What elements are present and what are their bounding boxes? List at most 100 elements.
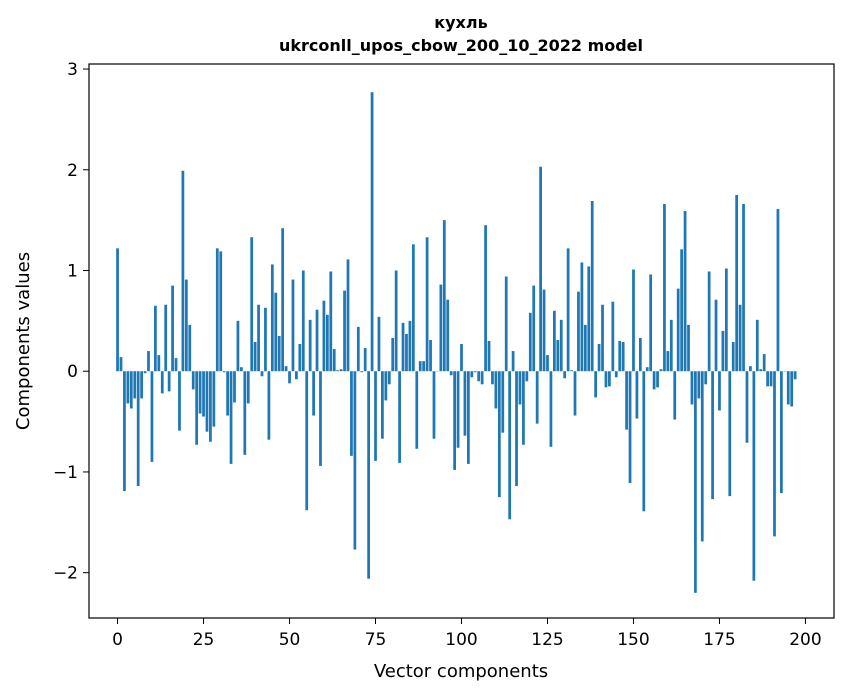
bar <box>663 204 666 372</box>
bar <box>666 351 670 372</box>
bar <box>356 326 360 372</box>
bar <box>319 371 322 466</box>
bar <box>147 351 150 372</box>
bar <box>522 371 525 445</box>
bar <box>776 209 780 372</box>
bar <box>270 264 274 372</box>
bar <box>742 204 745 372</box>
bar <box>384 371 388 401</box>
bar <box>429 339 432 372</box>
x-tick-label: 125 <box>531 630 563 650</box>
bar <box>267 371 271 440</box>
bar <box>456 371 460 448</box>
bar <box>473 371 477 373</box>
bar <box>769 371 773 387</box>
bar <box>587 266 591 372</box>
bar <box>563 371 567 379</box>
bar <box>652 371 656 390</box>
bar <box>387 371 391 385</box>
bar <box>343 290 346 372</box>
bar <box>676 288 680 372</box>
bar <box>215 248 219 372</box>
bar <box>308 319 312 372</box>
bar <box>766 371 769 387</box>
bar <box>229 371 233 464</box>
bar <box>749 366 752 372</box>
bar <box>642 371 646 512</box>
bar <box>157 355 161 372</box>
bar <box>284 366 288 372</box>
bar <box>257 304 260 372</box>
bar <box>755 319 759 372</box>
x-tick-label: 100 <box>445 630 477 650</box>
y-tick-label: 1 <box>67 261 78 281</box>
bar <box>219 251 223 372</box>
bar <box>250 237 254 372</box>
x-tick-label: 150 <box>617 630 649 650</box>
bar <box>339 369 343 372</box>
bar <box>659 369 663 372</box>
bar <box>687 324 690 372</box>
plot-frame <box>88 63 835 619</box>
y-tick-label: −2 <box>53 564 78 584</box>
bar <box>350 371 353 456</box>
bar <box>222 371 226 373</box>
bar <box>793 371 797 380</box>
bar <box>243 371 247 455</box>
bar <box>439 284 443 372</box>
bar <box>260 371 264 377</box>
bar <box>301 270 305 372</box>
bar <box>528 312 532 372</box>
bar <box>460 344 463 372</box>
bar <box>539 166 542 372</box>
bar <box>601 304 604 372</box>
x-tick-label: 200 <box>789 630 821 650</box>
x-axis-label: Vector components <box>374 661 548 682</box>
bar <box>525 371 529 382</box>
bar <box>191 371 195 390</box>
bar <box>470 371 474 378</box>
bar <box>542 289 546 372</box>
bar <box>377 316 381 372</box>
bar <box>467 371 470 464</box>
bar <box>195 371 199 445</box>
bar <box>786 371 790 405</box>
bar <box>556 339 560 372</box>
bar <box>491 371 494 385</box>
bar <box>762 354 766 372</box>
x-tick-label: 75 <box>365 630 387 650</box>
bar <box>332 349 336 372</box>
bar <box>374 371 377 461</box>
bar <box>398 371 401 463</box>
bar <box>160 371 164 394</box>
bar <box>346 259 350 372</box>
bar <box>411 244 415 372</box>
bar <box>312 371 315 416</box>
bar <box>721 330 725 372</box>
bar <box>226 371 229 416</box>
bar <box>549 371 553 447</box>
bar <box>594 371 598 398</box>
bar <box>669 319 673 372</box>
bar <box>291 279 295 372</box>
y-tick-label: 2 <box>67 161 78 181</box>
bar <box>731 342 735 372</box>
bar <box>690 371 694 405</box>
bar <box>735 194 739 372</box>
bar <box>501 371 505 433</box>
bar <box>573 371 577 416</box>
bar <box>129 371 133 409</box>
bar <box>305 371 309 511</box>
y-tick-label: 3 <box>67 60 78 80</box>
bar <box>154 305 157 372</box>
x-axis-ticks: 0 25 50 75 100 125 150 175 200 <box>112 618 822 650</box>
bar <box>724 268 728 372</box>
bar <box>463 371 467 436</box>
bar <box>298 344 302 372</box>
bar <box>295 371 298 380</box>
bar <box>233 371 236 403</box>
bar <box>381 371 384 439</box>
bar <box>704 371 708 385</box>
bar <box>656 371 659 388</box>
